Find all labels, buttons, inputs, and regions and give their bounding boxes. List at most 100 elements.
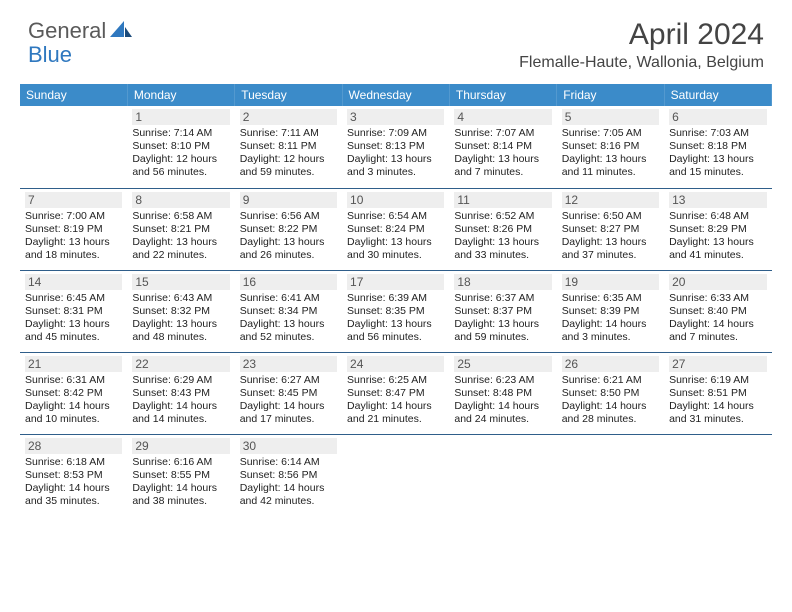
sunrise-text: Sunrise: 6:52 AM	[454, 210, 551, 223]
weekday-header: Monday	[127, 84, 234, 106]
sunrise-text: Sunrise: 6:43 AM	[132, 292, 229, 305]
sunset-text: Sunset: 8:53 PM	[25, 469, 122, 482]
sunset-text: Sunset: 8:21 PM	[132, 223, 229, 236]
calendar-day-cell: 5Sunrise: 7:05 AMSunset: 8:16 PMDaylight…	[557, 106, 664, 188]
daylight-text: Daylight: 13 hours	[132, 318, 229, 331]
day-number: 11	[454, 192, 551, 208]
daylight-text: Daylight: 12 hours	[240, 153, 337, 166]
calendar-empty-cell	[664, 434, 771, 516]
calendar-week-row: 21 Sunrise: 6:31 AMSunset: 8:42 PM Dayligh…	[20, 352, 772, 434]
daylight-text: Daylight: 13 hours	[25, 236, 122, 249]
sunrise-text: Sunrise: 6:48 AM	[669, 210, 766, 223]
day-number: 27	[669, 356, 766, 372]
daylight-text: Daylight: 13 hours	[240, 236, 337, 249]
calendar-day-cell: 21Sunrise: 6:31 AMSunset: 8:42 PMDayligh…	[20, 352, 127, 434]
weekday-header: Thursday	[449, 84, 556, 106]
calendar-week-row: 1 Sunrise: 7:14 AMSunset: 8:10 PM Daylight…	[20, 106, 772, 188]
day-number: 4	[454, 109, 551, 125]
logo-sail-icon	[110, 19, 132, 44]
day-number: 8	[132, 192, 229, 208]
daylight-text: Daylight: 14 hours	[240, 482, 337, 495]
daylight-text: and 59 minutes.	[240, 166, 337, 179]
sunrise-text: Sunrise: 6:31 AM	[25, 374, 122, 387]
calendar-day-cell: 30 Sunrise: 6:14 AMSunset: 8:56 PMDayligh…	[235, 434, 342, 516]
day-number: 16	[240, 274, 337, 290]
sunset-text: Sunset: 8:11 PM	[240, 140, 337, 153]
daylight-text: Daylight: 13 hours	[347, 153, 444, 166]
sunset-text: Sunset: 8:10 PM	[132, 140, 229, 153]
calendar-week-row: 7Sunrise: 7:00 AMSunset: 8:19 PMDaylight…	[20, 188, 772, 270]
calendar-day-cell: 27Sunrise: 6:19 AMSunset: 8:51 PMDayligh…	[664, 352, 771, 434]
sunset-text: Sunset: 8:22 PM	[240, 223, 337, 236]
calendar-day-cell: 22Sunrise: 6:29 AMSunset: 8:43 PMDayligh…	[127, 352, 234, 434]
sunrise-text: Sunrise: 6:18 AM	[25, 456, 122, 469]
day-number: 6	[669, 109, 766, 125]
daylight-text: Daylight: 13 hours	[562, 153, 659, 166]
day-number: 7	[25, 192, 122, 208]
daylight-text: Daylight: 13 hours	[132, 236, 229, 249]
daylight-text: and 56 minutes.	[132, 166, 229, 179]
daylight-text: and 7 minutes.	[454, 166, 551, 179]
calendar-week-row: 14Sunrise: 6:45 AMSunset: 8:31 PMDayligh…	[20, 270, 772, 352]
calendar-day-cell: 12Sunrise: 6:50 AMSunset: 8:27 PMDayligh…	[557, 188, 664, 270]
calendar-day-cell: 13Sunrise: 6:48 AMSunset: 8:29 PMDayligh…	[664, 188, 771, 270]
calendar-day-cell: 2Sunrise: 7:11 AMSunset: 8:11 PMDaylight…	[235, 106, 342, 188]
sunset-text: Sunset: 8:45 PM	[240, 387, 337, 400]
calendar-day-cell: 19Sunrise: 6:35 AMSunset: 8:39 PMDayligh…	[557, 270, 664, 352]
sunset-text: Sunset: 8:24 PM	[347, 223, 444, 236]
calendar-day-cell: 24Sunrise: 6:25 AMSunset: 8:47 PMDayligh…	[342, 352, 449, 434]
calendar-day-cell: 6Sunrise: 7:03 AMSunset: 8:18 PMDaylight…	[664, 106, 771, 188]
sunrise-text: Sunrise: 7:03 AM	[669, 127, 766, 140]
calendar-day-cell: 3Sunrise: 7:09 AMSunset: 8:13 PMDaylight…	[342, 106, 449, 188]
sunset-text: Sunset: 8:14 PM	[454, 140, 551, 153]
daylight-text: and 37 minutes.	[562, 249, 659, 262]
sunset-text: Sunset: 8:26 PM	[454, 223, 551, 236]
daylight-text: and 28 minutes.	[562, 413, 659, 426]
calendar-day-cell: 28Sunrise: 6:18 AMSunset: 8:53 PMDayligh…	[20, 434, 127, 516]
daylight-text: Daylight: 14 hours	[347, 400, 444, 413]
sunrise-text: Sunrise: 6:14 AM	[240, 456, 337, 469]
calendar-week-row: 28Sunrise: 6:18 AMSunset: 8:53 PMDayligh…	[20, 434, 772, 516]
daylight-text: Daylight: 13 hours	[347, 318, 444, 331]
daylight-text: Daylight: 14 hours	[669, 318, 766, 331]
location-text: Flemalle-Haute, Wallonia, Belgium	[519, 54, 764, 72]
day-number: 18	[454, 274, 551, 290]
daylight-text: and 11 minutes.	[562, 166, 659, 179]
sunset-text: Sunset: 8:39 PM	[562, 305, 659, 318]
sunset-text: Sunset: 8:35 PM	[347, 305, 444, 318]
brand-part2: Blue	[28, 42, 72, 67]
day-number: 21	[25, 356, 122, 372]
day-number: 25	[454, 356, 551, 372]
daylight-text: and 38 minutes.	[132, 495, 229, 508]
sunrise-text: Sunrise: 6:45 AM	[25, 292, 122, 305]
sunset-text: Sunset: 8:16 PM	[562, 140, 659, 153]
sunrise-text: Sunrise: 7:11 AM	[240, 127, 337, 140]
day-number: 1	[132, 109, 229, 125]
daylight-text: and 24 minutes.	[454, 413, 551, 426]
daylight-text: and 33 minutes.	[454, 249, 551, 262]
header: General April 2024 Flemalle-Haute, Wallo…	[0, 0, 792, 78]
daylight-text: Daylight: 13 hours	[347, 236, 444, 249]
sunset-text: Sunset: 8:56 PM	[240, 469, 337, 482]
daylight-text: Daylight: 14 hours	[562, 318, 659, 331]
day-number: 10	[347, 192, 444, 208]
sunrise-text: Sunrise: 7:14 AM	[132, 127, 229, 140]
day-number: 26	[562, 356, 659, 372]
day-number: 30	[240, 438, 337, 454]
day-number: 17	[347, 274, 444, 290]
calendar-day-cell: 7Sunrise: 7:00 AMSunset: 8:19 PMDaylight…	[20, 188, 127, 270]
calendar-body: 1 Sunrise: 7:14 AMSunset: 8:10 PM Daylight…	[20, 106, 772, 516]
calendar-day-cell: 16Sunrise: 6:41 AMSunset: 8:34 PMDayligh…	[235, 270, 342, 352]
calendar-day-cell: 14Sunrise: 6:45 AMSunset: 8:31 PMDayligh…	[20, 270, 127, 352]
calendar-empty-cell	[449, 434, 556, 516]
calendar-empty-cell	[557, 434, 664, 516]
day-number: 13	[669, 192, 766, 208]
weekday-header: Wednesday	[342, 84, 449, 106]
sunset-text: Sunset: 8:47 PM	[347, 387, 444, 400]
daylight-text: Daylight: 13 hours	[454, 153, 551, 166]
sunrise-text: Sunrise: 6:21 AM	[562, 374, 659, 387]
month-title: April 2024	[519, 18, 764, 52]
sunrise-text: Sunrise: 6:33 AM	[669, 292, 766, 305]
sunset-text: Sunset: 8:37 PM	[454, 305, 551, 318]
sunset-text: Sunset: 8:42 PM	[25, 387, 122, 400]
